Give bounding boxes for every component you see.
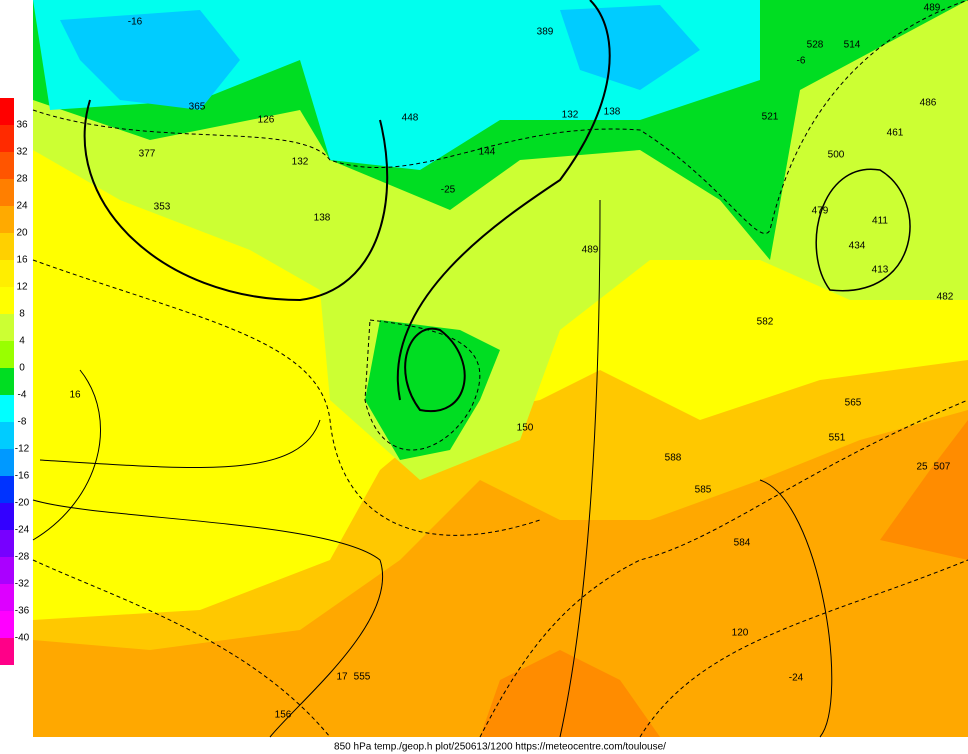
contour-label: 514 — [844, 40, 861, 51]
legend-swatch — [0, 476, 14, 503]
contour-label: 150 — [517, 423, 534, 434]
map-fields — [33, 0, 968, 737]
legend-swatch — [0, 314, 14, 341]
contour-label: 565 — [845, 398, 862, 409]
contour-label: 138 — [604, 107, 621, 118]
legend-label: 4 — [19, 336, 25, 347]
legend-label: -36 — [15, 606, 30, 617]
contour-label: 434 — [849, 241, 866, 252]
contour-label: 584 — [734, 538, 751, 549]
legend-swatch — [0, 179, 14, 206]
contour-label: 138 — [314, 213, 331, 224]
contour-label: 582 — [757, 317, 774, 328]
contour-label: 507 — [934, 462, 951, 473]
legend-swatch — [0, 503, 14, 530]
legend-label: -12 — [15, 444, 30, 455]
contour-label: 389 — [537, 27, 554, 38]
contour-label: 500 — [828, 150, 845, 161]
contour-label: -24 — [789, 673, 804, 684]
legend-label: 0 — [19, 363, 25, 374]
legend-label: 28 — [16, 174, 28, 185]
legend-swatch — [0, 422, 14, 449]
contour-label: 120 — [732, 628, 749, 639]
contour-label: 448 — [402, 113, 419, 124]
legend-swatch — [0, 530, 14, 557]
legend-swatch — [0, 260, 14, 287]
contour-label: 25 — [916, 462, 928, 473]
legend-label: 8 — [19, 309, 25, 320]
contour-labels: 16 150 156 132 138 144 120 -24 -25 489 585 584 588 58… — [69, 3, 953, 721]
contour-label: 144 — [479, 147, 496, 158]
legend-swatch — [0, 557, 14, 584]
contour-label: 461 — [887, 128, 904, 139]
legend-swatch — [0, 125, 14, 152]
contour-label: 411 — [872, 216, 888, 227]
contour-label: 353 — [154, 202, 171, 213]
legend-label: 24 — [16, 201, 28, 212]
contour-label: 16 — [69, 390, 81, 401]
contour-label: 413 — [872, 265, 889, 276]
legend-swatch — [0, 638, 14, 665]
contour-label: -6 — [797, 56, 806, 67]
legend-swatch — [0, 152, 14, 179]
legend-label: -16 — [15, 471, 30, 482]
legend-label: -32 — [15, 579, 30, 590]
contour-label: 482 — [937, 292, 954, 303]
legend-swatch — [0, 395, 14, 422]
color-legend: 36 32 28 24 20 16 12 8 4 0 -4 -8 -12 -16 -20 -24 -28 -32 -… — [0, 98, 30, 665]
contour-label: 377 — [139, 149, 156, 160]
legend-swatch — [0, 206, 14, 233]
legend-swatch — [0, 584, 14, 611]
legend-label: -8 — [18, 417, 27, 428]
contour-label: 479 — [812, 206, 829, 217]
legend-swatch — [0, 233, 14, 260]
contour-label: 551 — [829, 433, 846, 444]
contour-label: -25 — [441, 185, 456, 196]
legend-swatch — [0, 98, 14, 125]
contour-label: 521 — [762, 112, 779, 123]
contour-label: -16 — [128, 17, 143, 28]
legend-swatch — [0, 449, 14, 476]
contour-label: 486 — [920, 98, 937, 109]
legend-label: -40 — [15, 633, 30, 644]
legend-label: 36 — [16, 120, 28, 131]
contour-label: 555 — [354, 672, 371, 683]
legend-label: 20 — [16, 228, 28, 239]
contour-label: 17 — [336, 672, 348, 683]
legend-swatch — [0, 341, 14, 368]
contour-label: 489 — [582, 245, 599, 256]
contour-label: 156 — [275, 710, 292, 721]
legend-swatch — [0, 287, 14, 314]
legend-label: 12 — [16, 282, 28, 293]
contour-label: 132 — [562, 110, 579, 121]
contour-label: 588 — [665, 453, 682, 464]
legend-label: -24 — [15, 525, 30, 536]
legend-label: -4 — [18, 390, 27, 401]
contour-label: 528 — [807, 40, 824, 51]
contour-label: 132 — [292, 157, 309, 168]
legend-swatch — [0, 368, 14, 395]
legend-label: -28 — [15, 552, 30, 563]
legend-label: 16 — [16, 255, 28, 266]
contour-label: 585 — [695, 485, 712, 496]
legend-swatch — [0, 611, 14, 638]
contours — [32, 0, 968, 738]
contour-label: 489 — [924, 3, 941, 14]
contour-label: 126 — [258, 115, 275, 126]
contour-label: 365 — [189, 102, 206, 113]
legend-label: -20 — [15, 498, 30, 509]
footer: 850 hPa temp./geop.h plot/250613/1200 ht… — [334, 742, 666, 753]
legend-label: 32 — [16, 147, 28, 158]
